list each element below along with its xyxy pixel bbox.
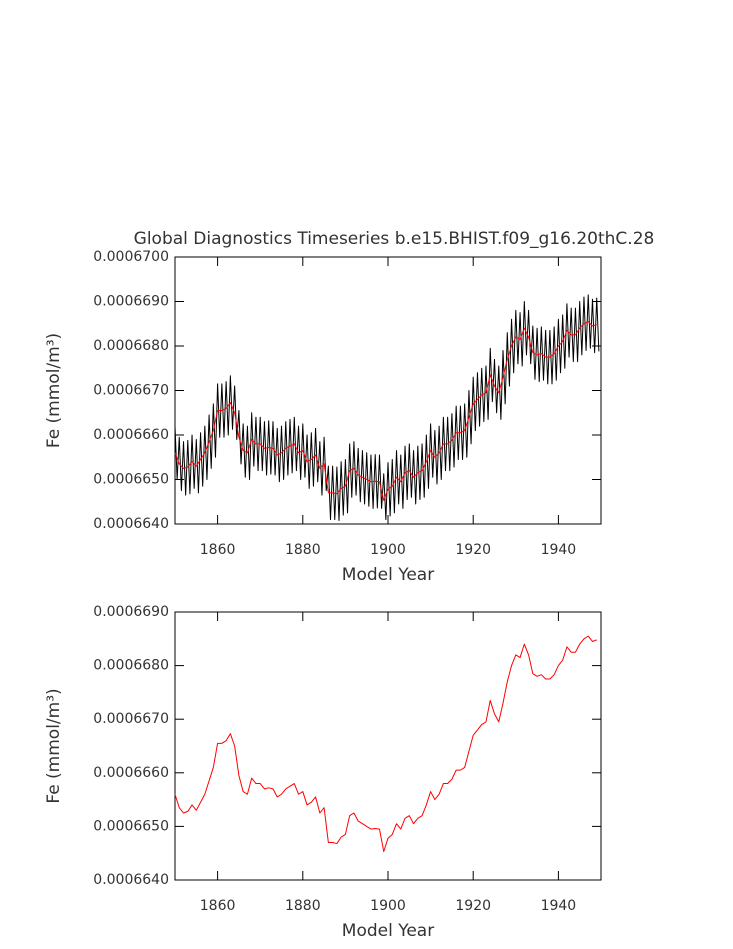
x-axis-title: Model Year: [342, 921, 434, 941]
y-tick-label: 0.0006640: [93, 872, 169, 888]
y-tick-label: 0.0006700: [93, 249, 169, 265]
y-tick-label: 0.0006660: [93, 427, 169, 443]
y-tick-label: 0.0006660: [93, 765, 169, 781]
plot-frame: [174, 256, 602, 525]
x-axis-title: Model Year: [342, 565, 434, 585]
x-tick-label: 1860: [200, 542, 236, 558]
y-axis-title: Fe (mmol/m³): [44, 333, 64, 448]
x-tick-label: 1920: [455, 542, 491, 558]
x-tick-label: 1880: [285, 898, 321, 914]
y-tick-label: 0.0006680: [93, 658, 169, 674]
y-tick-label: 0.0006670: [93, 711, 169, 727]
x-tick-label: 1900: [370, 898, 406, 914]
series-line: [174, 321, 597, 501]
x-tick-label: 1900: [370, 542, 406, 558]
x-tick-label: 1880: [285, 542, 321, 558]
series-line: [174, 635, 597, 853]
y-tick-label: 0.0006650: [93, 472, 169, 488]
y-tick-label: 0.0006680: [93, 338, 169, 354]
y-tick-label: 0.0006650: [93, 818, 169, 834]
y-tick-label: 0.0006670: [93, 383, 169, 399]
series-line: [174, 294, 600, 521]
x-tick-label: 1920: [455, 898, 491, 914]
y-tick-label: 0.0006690: [93, 604, 169, 620]
y-tick-label: 0.0006690: [93, 294, 169, 310]
chart-title: Global Diagnostics Timeseries b.e15.BHIS…: [134, 229, 655, 249]
y-axis-title: Fe (mmol/m³): [44, 688, 64, 803]
x-tick-label: 1940: [541, 898, 577, 914]
x-tick-label: 1860: [200, 898, 236, 914]
y-tick-label: 0.0006640: [93, 516, 169, 532]
x-tick-label: 1940: [541, 542, 577, 558]
